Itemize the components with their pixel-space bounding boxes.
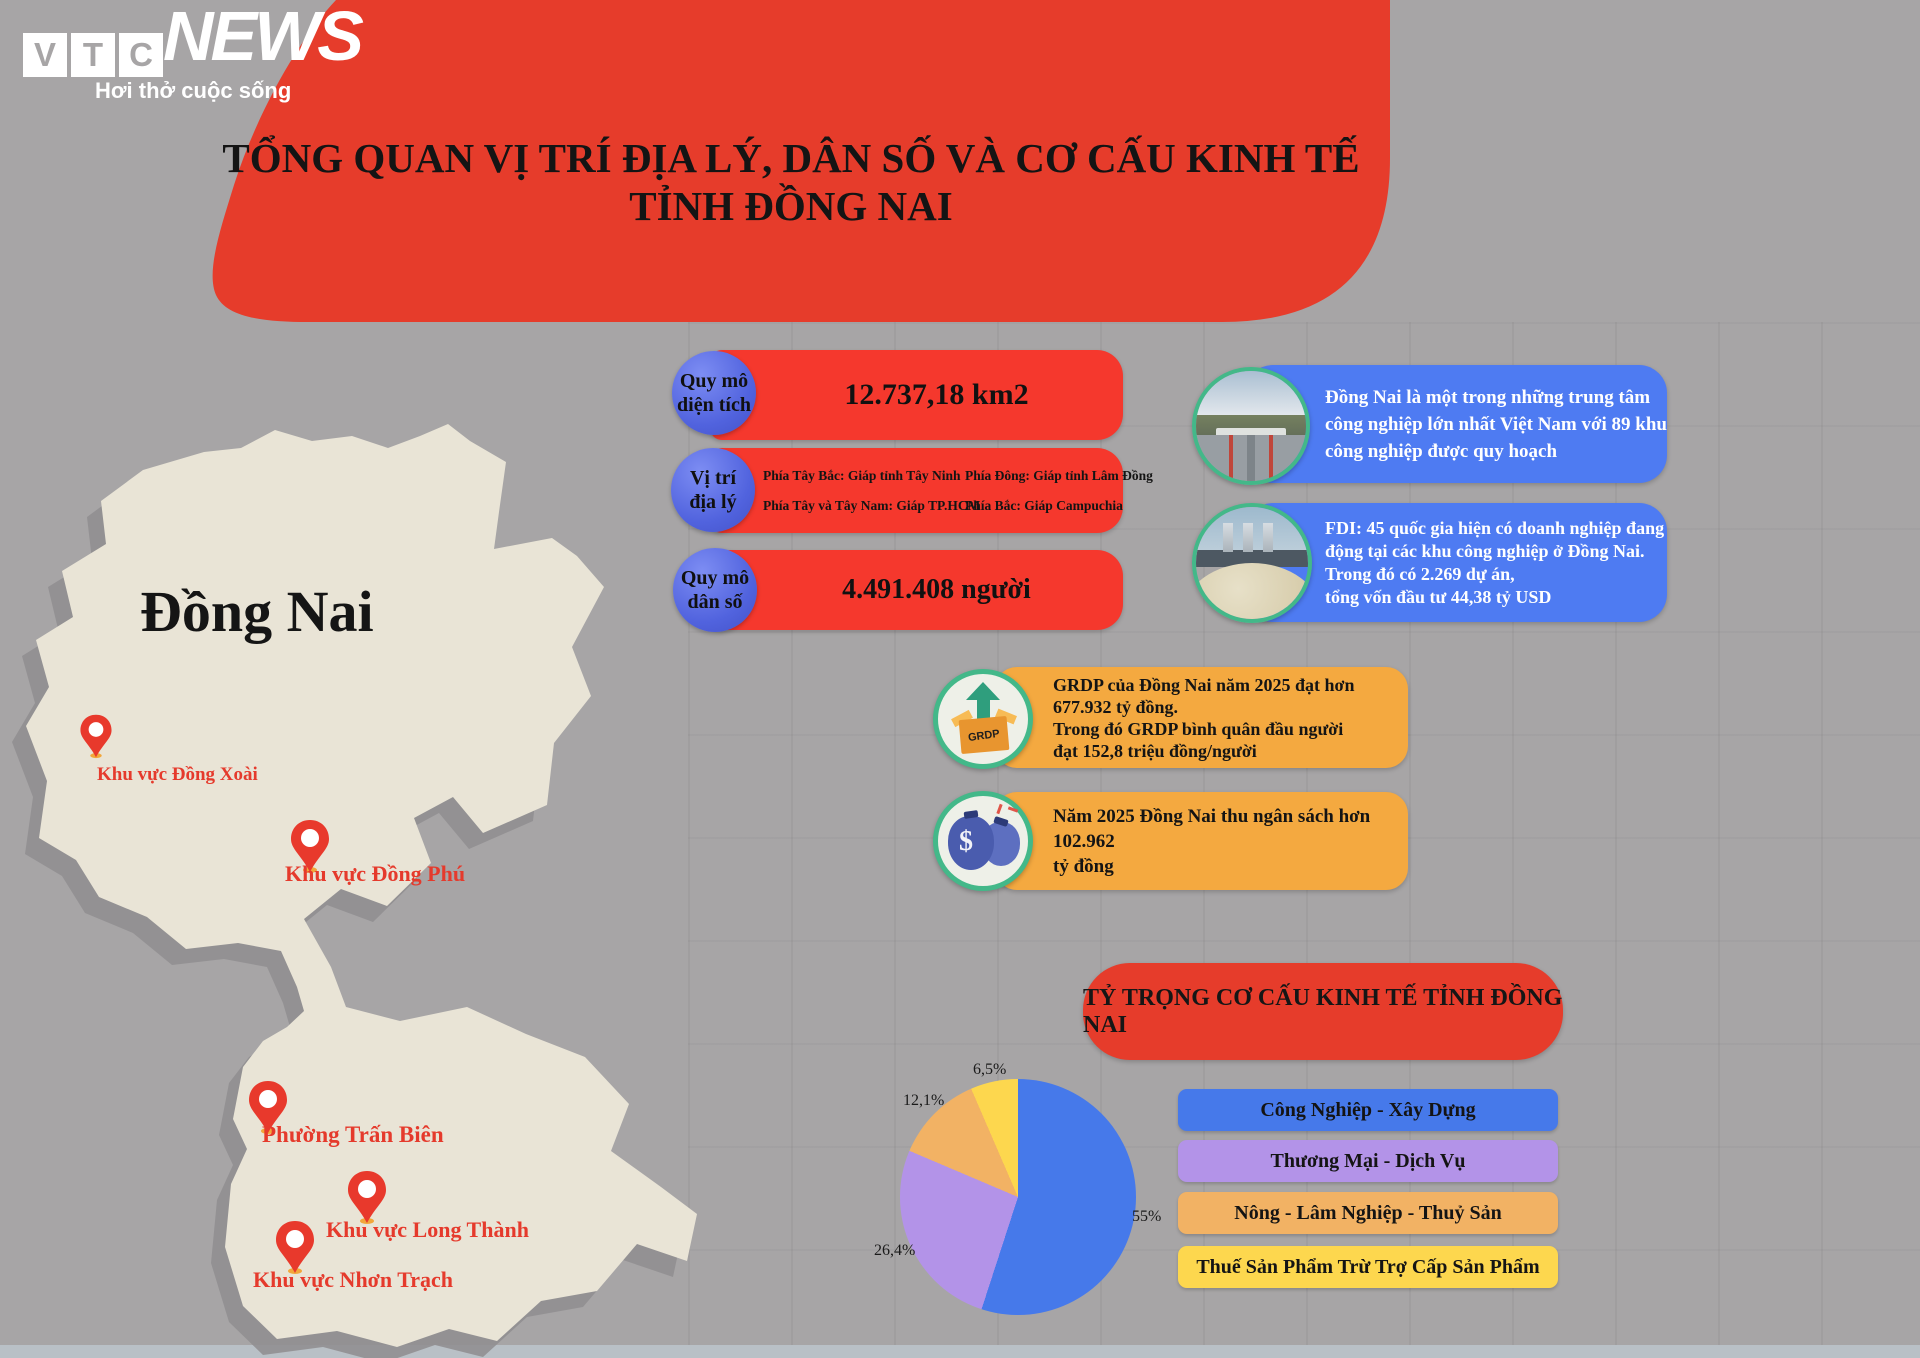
photo-road-line [1268, 434, 1273, 481]
photo-road-line [1229, 434, 1234, 481]
map-landmass [26, 424, 697, 1347]
logo-tagline: Hơi thở cuộc sống [95, 78, 292, 103]
pin-label-long-thanh: Khu vực Long Thành [326, 1217, 529, 1242]
stat-circle-label: dân số [687, 591, 743, 613]
arrow-up-icon [966, 682, 1000, 700]
grdp-box: GRDP của Đồng Nai năm 2025 đạt hơn 677.9… [995, 667, 1408, 768]
geography-stat-bar: Phía Tây Bắc: Giáp tỉnh Tây Ninh Phía Tâ… [710, 448, 1153, 533]
stat-circle-label: địa lý [689, 491, 737, 513]
industry-highlight-box: Đồng Nai là một trong những trung tâm cô… [1245, 365, 1667, 483]
area-stat-bar: 12.737,18 km2 [710, 350, 1123, 440]
highlight-line: tổng vốn đầu tư 44,38 tỷ USD [1325, 586, 1552, 607]
population-stat-bar: 4.491.408 người [710, 550, 1123, 630]
legend-item-trade: Thương Mại - Dịch Vụ [1178, 1140, 1558, 1182]
money-bag [948, 816, 994, 870]
photo-chimney [1222, 522, 1233, 552]
pin-label-dong-phu: Khu vực Đồng Phú [285, 861, 466, 886]
sparkle [1007, 806, 1019, 813]
economy-line: đạt 152,8 triệu đồng/người [1053, 740, 1257, 761]
fdi-highlight-box: FDI: 45 quốc gia hiện có doanh nghiệp đa… [1245, 503, 1667, 622]
population-value: 4.491.408 người [842, 574, 1031, 605]
photo-factory-band [1196, 549, 1308, 568]
map-pin-icon [78, 713, 114, 764]
economy-line: GRDP của Đồng Nai năm 2025 đạt hơn 677.9… [1053, 674, 1355, 717]
map-pin-icon [246, 1079, 290, 1140]
logo-letter-t: T [71, 33, 115, 77]
geography-stat-circle: Vị trí địa lý [671, 448, 755, 532]
money-bags-icon: $ [933, 791, 1033, 891]
logo-letter-c: C [119, 33, 163, 77]
photo-gate [1215, 428, 1287, 437]
chart-section-banner: TỶ TRỌNG CƠ CẤU KINH TẾ TỈNH ĐỒNG NAI [1083, 963, 1563, 1060]
map-province-label: Đồng Nai [140, 579, 374, 644]
highlight-line: động tại các khu công nghiệp ở Đồng Nai. [1325, 540, 1645, 561]
pin-label-dong-xoai: Khu vực Đồng Xoài [97, 764, 258, 785]
budget-box: Năm 2025 Đồng Nai thu ngân sách hơn 102.… [995, 792, 1408, 890]
stat-circle-label: diện tích [677, 394, 751, 416]
legend-item-tax: Thuế Sản Phẩm Trừ Trợ Cấp Sản Phẩm [1178, 1246, 1558, 1288]
geo-item: Phía Tây Bắc: Giáp tỉnh Tây Ninh [763, 468, 961, 483]
pie-value-label: 12,1% [903, 1092, 945, 1109]
industrial-park-photo [1192, 367, 1310, 485]
legend-item-agriculture: Nông - Lâm Nghiệp - Thuỷ Sản [1178, 1192, 1558, 1234]
header-banner-shape [212, 0, 1391, 322]
pie-value-label: 6,5% [973, 1061, 1007, 1078]
highlight-line: công nghiệp được quy hoạch [1325, 440, 1558, 462]
pie-value-label: 26,4% [874, 1242, 916, 1259]
area-stat-circle: Quy mô diện tích [672, 351, 756, 435]
highlight-line: Đồng Nai là một trong những trung tâm [1325, 386, 1651, 408]
chart-section-title: TỶ TRỌNG CƠ CẤU KINH TẾ TỈNH ĐỒNG NAI [1083, 984, 1563, 1038]
highlight-line: công nghiệp lớn nhất Việt Nam với 89 khu [1325, 413, 1667, 435]
geo-item: Phía Đông: Giáp tỉnh Lâm Đồng [965, 468, 1153, 483]
logo-letter-v: V [23, 33, 67, 77]
pin-label-tran-bien: Phường Trấn Biên [262, 1122, 444, 1147]
map-pin-icon [273, 1219, 317, 1280]
population-stat-circle: Quy mô dân số [673, 548, 757, 632]
page-title: TỔNG QUAN VỊ TRÍ ĐỊA LÝ, DÂN SỐ VÀ CƠ CẤ… [222, 135, 1360, 229]
map-pin-icon [288, 818, 332, 879]
factory-dome-photo [1192, 503, 1312, 623]
stat-circle-label: Quy mô [679, 370, 749, 392]
pin-label-nhon-trach: Khu vực Nhơn Trạch [253, 1267, 453, 1292]
stat-circle-label: Vị trí [689, 467, 737, 489]
photo-chimney [1263, 522, 1274, 552]
highlight-line: FDI: 45 quốc gia hiện có doanh nghiệp đa… [1325, 517, 1665, 538]
highlight-line: Trong đó có 2.269 dự án, [1325, 563, 1515, 584]
legend-item-industry: Công Nghiệp - Xây Dựng [1178, 1089, 1558, 1131]
dollar-sign: $ [959, 826, 973, 857]
grdp-box-icon: GRDP [933, 669, 1033, 769]
photo-sky [1196, 371, 1306, 415]
arrow-up-icon [977, 698, 990, 720]
photo-road-median [1246, 434, 1256, 481]
pie-value-label: 55% [1132, 1208, 1162, 1225]
stat-circle-label: Quy mô [680, 567, 750, 589]
map-pin-icon [345, 1169, 389, 1230]
geo-item: Phía Tây và Tây Nam: Giáp TP.HCM [763, 498, 981, 513]
economy-line: Trong đó GRDP bình quân đầu người [1053, 718, 1344, 739]
photo-chimney [1243, 522, 1254, 552]
area-value: 12.737,18 km2 [844, 378, 1029, 411]
photo-dome [1196, 563, 1308, 619]
economy-line: Năm 2025 Đồng Nai thu ngân sách hơn 102.… [1053, 805, 1371, 852]
logo-news-wordmark: NEWS [163, 0, 364, 75]
pie-chart [900, 1079, 1136, 1315]
geo-item: Phía Bắc: Giáp Campuchia [965, 498, 1123, 513]
sparkle [996, 803, 1003, 815]
economy-line: tỷ đồng [1053, 855, 1114, 877]
